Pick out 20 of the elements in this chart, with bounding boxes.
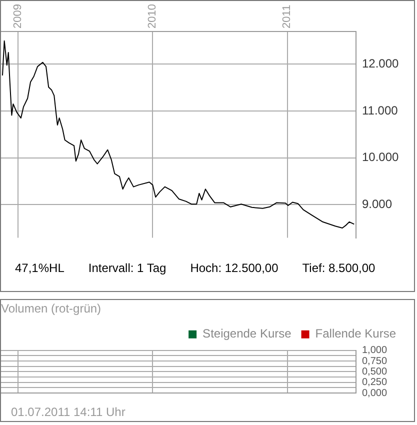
text: 01.07.2011 14:11 Uhr — [11, 405, 126, 419]
text: 47,1%HL — [15, 261, 64, 275]
text: Intervall: 1 Tag — [88, 261, 166, 275]
x-tick-label: 2010 — [146, 4, 158, 28]
y-tick-label: 9.000 — [362, 196, 392, 211]
y-tick-label: 10.000 — [362, 150, 400, 164]
text: Tief: 8.500,00 — [302, 261, 376, 275]
y-tick-label: 0,500 — [362, 366, 388, 378]
legend-label: Steigende Kurse — [202, 326, 292, 341]
y-tick-label: 11.000 — [362, 103, 398, 118]
y-tick-label: 1,000 — [362, 345, 388, 356]
chart-title: Volumen (rot-grün) — [1, 302, 102, 316]
x-tick-label: 2009 — [12, 4, 24, 28]
x-tick-label: 2011 — [281, 4, 294, 28]
y-tick-label: 12.000 — [362, 56, 400, 71]
legend-label: Fallende Kurse — [315, 326, 396, 341]
text: Hoch: 12.500,00 — [190, 261, 278, 275]
y-tick-label: 0,250 — [362, 377, 388, 388]
y-tick-label: 0,750 — [362, 356, 388, 367]
y-tick-label: 0,000 — [362, 388, 388, 399]
